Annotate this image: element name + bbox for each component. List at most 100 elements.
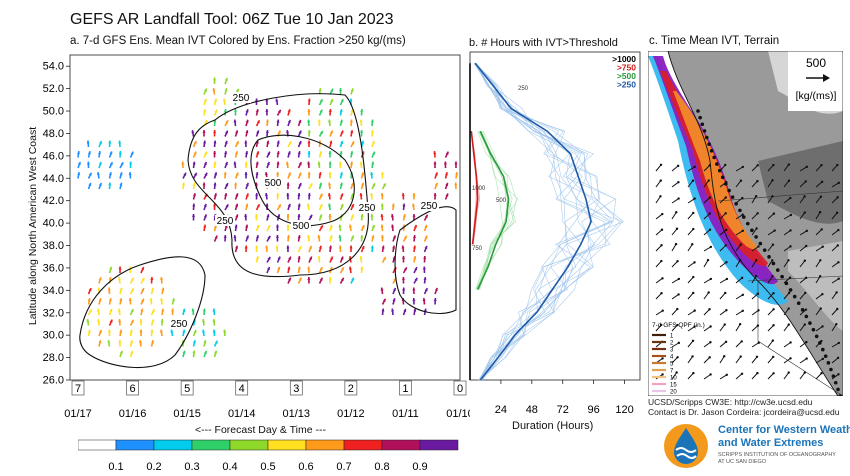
mean-ivt-arrow [735, 259, 741, 268]
ivt-vector-arrowhead [245, 193, 249, 197]
mean-ivt-arrowhead [821, 357, 825, 361]
mean-ivt-arrow [767, 292, 774, 300]
series-mean-line [476, 130, 510, 290]
ivt-vector-arrowhead [119, 298, 123, 302]
ivt-vector-arrowhead [109, 319, 113, 323]
mean-ivt-arrowhead [724, 196, 728, 199]
mean-ivt-arrowhead [836, 244, 839, 247]
mean-ivt-arrow [783, 197, 791, 204]
panel-a-title: a. 7-d GFS Ens. Mean IVT Colored by Ens.… [70, 35, 406, 47]
mean-ivt-arrowhead [693, 325, 696, 328]
mean-ivt-arrow [783, 372, 790, 380]
mean-ivt-arrowhead [740, 372, 744, 375]
ivt-vector-arrowhead [371, 140, 375, 145]
ivt-vector-arrowhead [192, 350, 196, 354]
ivt-vector-arrowhead [108, 298, 112, 302]
panel-b-plot-frame [469, 51, 641, 381]
mean-ivt-arrowhead [755, 259, 758, 262]
mean-ivt-arrow [735, 197, 743, 204]
mean-ivt-arrowhead [771, 339, 775, 342]
ivt-vector-arrowhead [203, 161, 207, 166]
mean-ivt-arrow [671, 165, 679, 172]
ivt-vector-arrowhead [141, 298, 144, 302]
mean-ivt-arrowhead [709, 325, 712, 328]
mean-ivt-arrow [799, 212, 806, 220]
mean-ivt-arrow [831, 308, 838, 316]
landfall-point [738, 208, 742, 213]
ivt-vector-arrowhead [202, 140, 207, 144]
mean-ivt-arrow [783, 245, 791, 252]
ivt-vector-arrowhead [276, 172, 280, 175]
ivt-shading-band [673, 91, 757, 250]
mean-ivt-arrowhead [738, 258, 742, 262]
landfall-point [821, 347, 825, 352]
ivt-vector-arrowhead [192, 340, 196, 344]
ivt-vector-arrowhead [130, 350, 134, 354]
contour-label-bg [215, 215, 235, 226]
ivt-vector-arrowhead [319, 151, 323, 155]
ivt-vector-arrowhead [204, 172, 208, 176]
landfall-point [698, 115, 702, 120]
mean-ivt-arrow [703, 213, 711, 220]
mean-ivt-arrowhead [771, 179, 774, 182]
mean-ivt-arrowhead [803, 323, 806, 326]
mean-ivt-arrow [799, 245, 807, 252]
lat-tick-label: 26.0 [43, 375, 64, 387]
ivt-vector-arrowhead [307, 161, 311, 165]
mean-ivt-arrow [703, 308, 710, 316]
mean-ivt-arrow [735, 277, 743, 284]
mean-ivt-arrow [687, 180, 694, 188]
ivt-vector-arrowhead [297, 193, 301, 197]
ivt-vector-arrowhead [286, 130, 290, 134]
mean-ivt-arrowhead [818, 274, 822, 278]
ivt-vector-arrowhead [329, 140, 333, 144]
ivt-vector-arrowhead [255, 161, 259, 165]
mean-ivt-arrow [751, 293, 759, 300]
ivt-vector-arrowhead [97, 319, 101, 322]
ivt-vector-arrowhead [340, 204, 344, 208]
ivt-vector-arrowhead [204, 120, 208, 124]
landfall-point [814, 334, 819, 339]
ivt-vector-arrowhead [317, 119, 321, 123]
ensemble-member-line [478, 131, 508, 290]
landfall-point [838, 394, 843, 396]
ensemble-member-line [475, 63, 594, 381]
mean-ivt-arrowhead [661, 357, 664, 360]
ivt-vector-arrowhead [411, 203, 415, 207]
mean-ivt-arrow [799, 277, 807, 284]
mean-ivt-arrowhead [820, 228, 823, 231]
logo-line-3: SCRIPPS INSTITUTION OF OCEANOGRAPHY [718, 452, 836, 458]
ivt-vector-arrowhead [307, 266, 311, 270]
ivt-vector-arrowhead [159, 329, 163, 333]
ivt-vector-arrowhead [265, 119, 269, 123]
landfall-point [734, 201, 738, 206]
ivt-vector-arrowhead [351, 204, 354, 208]
ivt-vector-arrowhead [150, 329, 154, 333]
mean-ivt-arrowhead [674, 242, 678, 246]
ivt-vector-arrowhead [382, 256, 386, 261]
mean-ivt-arrow [671, 228, 678, 236]
ivt-vector-arrowhead [360, 130, 364, 133]
mean-ivt-arrowhead [756, 371, 759, 375]
ivt-vector-arrowhead [319, 267, 323, 271]
ivt-vector-arrowhead [265, 203, 269, 207]
mean-ivt-arrow [703, 341, 711, 348]
ivt-vector-arrowhead [298, 246, 302, 250]
ensemble-member-line [475, 63, 601, 381]
ivt-vector-arrowhead [360, 235, 364, 238]
mean-ivt-arrowhead [708, 308, 711, 311]
ivt-vector-arrowhead [433, 193, 437, 196]
mean-ivt-arrowhead [708, 356, 711, 359]
ivt-vector-arrowhead [139, 329, 143, 333]
colorbar-label: 0.3 [184, 461, 199, 473]
mean-ivt-arrowhead [660, 323, 663, 327]
ivt-vector-arrowhead [225, 130, 228, 134]
ivt-vector-arrowhead [412, 235, 416, 239]
mean-ivt-arrowhead [772, 163, 775, 167]
mean-ivt-arrowhead [820, 372, 823, 375]
ivt-vector-arrowhead [88, 182, 92, 187]
ivt-vector-arrowhead [118, 319, 122, 322]
mean-ivt-arrowhead [837, 228, 840, 232]
mean-ivt-arrowhead [771, 355, 775, 359]
ivt-vector-arrowhead [434, 287, 438, 292]
